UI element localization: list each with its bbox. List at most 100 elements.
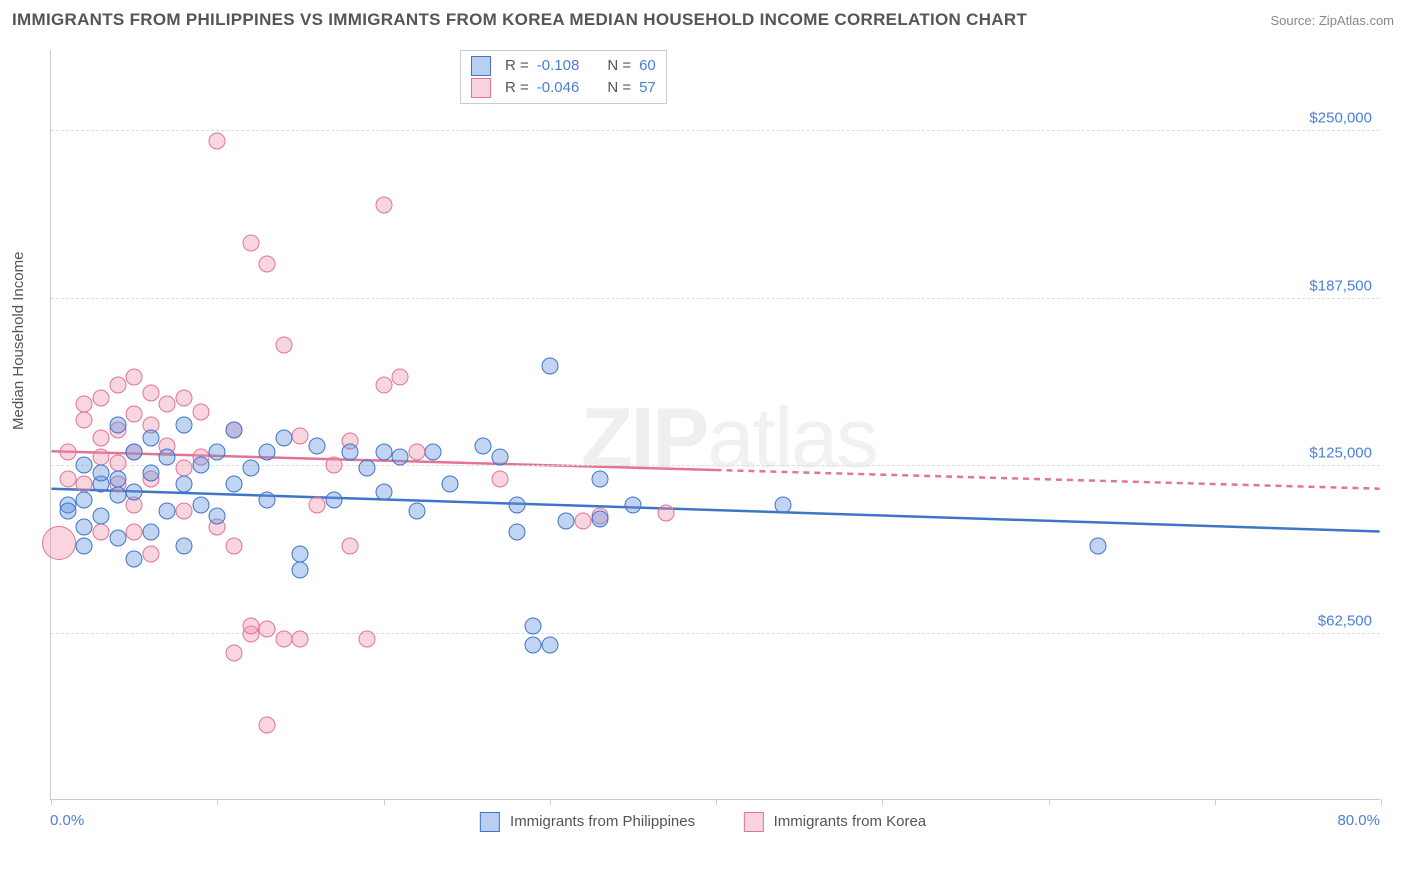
x-tick: [882, 799, 883, 805]
chart-title: IMMIGRANTS FROM PHILIPPINES VS IMMIGRANT…: [12, 10, 1027, 30]
scatter-point: [375, 376, 392, 393]
gridline: [51, 130, 1380, 131]
scatter-point: [142, 545, 159, 562]
stat-n-pink: 57: [639, 77, 656, 99]
scatter-point: [76, 457, 93, 474]
scatter-point: [176, 537, 193, 554]
scatter-point: [126, 406, 143, 423]
scatter-point: [159, 395, 176, 412]
scatter-point: [92, 449, 109, 466]
gridline: [51, 298, 1380, 299]
stat-r-blue: -0.108: [537, 55, 580, 77]
scatter-point: [225, 422, 242, 439]
scatter-point: [325, 492, 342, 509]
scatter-point: [275, 631, 292, 648]
scatter-point: [292, 631, 309, 648]
scatter-point: [309, 497, 326, 514]
scatter-point: [209, 443, 226, 460]
scatter-point: [126, 443, 143, 460]
plot-area: ZIPatlas $62,500$125,000$187,500$250,000: [50, 50, 1380, 800]
legend-series: Immigrants from Philippines Immigrants f…: [480, 812, 926, 832]
legend-stats: R = -0.108 N = 60 R = -0.046 N = 57: [460, 50, 667, 104]
x-tick: [550, 799, 551, 805]
scatter-point: [358, 631, 375, 648]
scatter-point: [259, 256, 276, 273]
scatter-point: [1090, 537, 1107, 554]
scatter-point: [76, 518, 93, 535]
scatter-point: [126, 550, 143, 567]
stat-r-label-2: R =: [505, 77, 529, 99]
x-tick: [1049, 799, 1050, 805]
stat-n-blue: 60: [639, 55, 656, 77]
scatter-point: [541, 636, 558, 653]
scatter-point: [392, 449, 409, 466]
scatter-point: [491, 470, 508, 487]
scatter-point: [275, 430, 292, 447]
stat-n-label-2: N =: [607, 77, 631, 99]
scatter-point: [242, 459, 259, 476]
scatter-point: [242, 234, 259, 251]
legend-label-korea: Immigrants from Korea: [774, 813, 927, 830]
x-tick: [217, 799, 218, 805]
x-max-label: 80.0%: [1337, 812, 1380, 829]
scatter-point: [109, 454, 126, 471]
scatter-point: [192, 497, 209, 514]
scatter-point: [408, 443, 425, 460]
scatter-point: [142, 524, 159, 541]
x-tick: [384, 799, 385, 805]
scatter-point: [558, 513, 575, 530]
legend-swatch-pink: [471, 78, 491, 98]
scatter-point: [159, 449, 176, 466]
scatter-point: [658, 505, 675, 522]
scatter-point: [176, 390, 193, 407]
scatter-point: [109, 417, 126, 434]
scatter-point: [92, 390, 109, 407]
scatter-point: [92, 465, 109, 482]
scatter-point: [92, 508, 109, 525]
scatter-point: [292, 545, 309, 562]
scatter-point: [159, 502, 176, 519]
scatter-point: [375, 197, 392, 214]
scatter-point: [575, 513, 592, 530]
x-tick: [51, 799, 52, 805]
y-tick-label: $62,500: [1318, 612, 1372, 629]
scatter-point: [292, 427, 309, 444]
y-tick-label: $187,500: [1309, 277, 1372, 294]
scatter-point: [176, 502, 193, 519]
stat-r-pink: -0.046: [537, 77, 580, 99]
scatter-point: [525, 636, 542, 653]
scatter-point: [76, 475, 93, 492]
scatter-point: [392, 368, 409, 385]
scatter-point: [59, 443, 76, 460]
scatter-point: [126, 483, 143, 500]
scatter-point: [508, 524, 525, 541]
source-label: Source: ZipAtlas.com: [1270, 13, 1394, 28]
scatter-point: [292, 561, 309, 578]
scatter-point: [325, 457, 342, 474]
scatter-point: [508, 497, 525, 514]
scatter-point: [209, 133, 226, 150]
scatter-point: [192, 457, 209, 474]
scatter-point: [475, 438, 492, 455]
x-tick: [1381, 799, 1382, 805]
stat-n-label: N =: [607, 55, 631, 77]
scatter-point: [126, 368, 143, 385]
scatter-point: [358, 459, 375, 476]
scatter-point: [525, 617, 542, 634]
scatter-point: [491, 449, 508, 466]
legend-swatch-pink-2: [743, 812, 763, 832]
scatter-point: [109, 376, 126, 393]
x-tick: [716, 799, 717, 805]
scatter-point: [142, 384, 159, 401]
scatter-point: [259, 443, 276, 460]
scatter-point: [109, 529, 126, 546]
legend-label-philippines: Immigrants from Philippines: [510, 813, 695, 830]
scatter-point: [192, 403, 209, 420]
scatter-point: [142, 430, 159, 447]
x-tick: [1215, 799, 1216, 805]
scatter-point: [76, 537, 93, 554]
scatter-point: [408, 502, 425, 519]
scatter-point: [92, 430, 109, 447]
scatter-point: [225, 644, 242, 661]
y-axis-label: Median Household Income: [10, 252, 27, 430]
